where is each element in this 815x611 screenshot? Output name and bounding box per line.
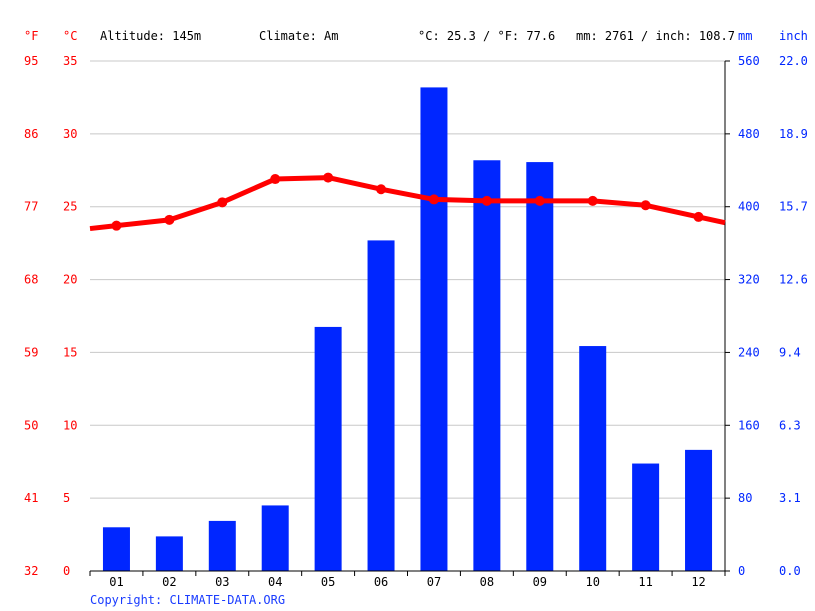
x-tick-label: 05: [321, 575, 335, 589]
temperature-line-path: [89, 175, 726, 232]
celsius-tick-label: 0: [63, 564, 70, 578]
inch-tick-label: 0.0: [779, 564, 801, 578]
inch-tick-label: 9.4: [779, 345, 801, 359]
x-tick-label: 08: [480, 575, 494, 589]
mm-unit-label: mm: [738, 29, 752, 43]
mm-tick-label: 80: [738, 491, 752, 505]
inch-tick-label: 22.0: [779, 54, 808, 68]
celsius-tick-label: 15: [63, 345, 77, 359]
temperature-line: [89, 172, 726, 232]
temperature-point: [376, 184, 387, 195]
x-tick-label: 12: [691, 575, 705, 589]
precipitation-bar: [685, 449, 713, 571]
mm-tick-label: 0: [738, 564, 745, 578]
inch-tick-label: 18.9: [779, 127, 808, 141]
grid-lines: [90, 60, 725, 499]
precipitation-bar: [314, 326, 342, 571]
mm-tick-label: 320: [738, 273, 760, 287]
inch-tick-label: 12.6: [779, 273, 808, 287]
temperature-point: [217, 197, 228, 208]
inch-axis: 22.0 18.9 15.7 12.6 9.4 6.3 3.1 0.0: [779, 54, 808, 578]
precipitation-bar: [208, 520, 236, 571]
precipitation-bar: [579, 346, 607, 571]
precipitation-bar: [155, 536, 183, 571]
temperature-point: [270, 174, 281, 185]
precipitation-bar: [473, 160, 501, 571]
fahrenheit-tick-label: 41: [24, 491, 38, 505]
copyright-label: Copyright: CLIMATE-DATA.ORG: [90, 593, 285, 607]
fahrenheit-axis: 95 86 77 68 59 50 41 32: [24, 54, 38, 578]
celsius-tick-label: 10: [63, 418, 77, 432]
x-tick-label: 02: [162, 575, 176, 589]
mm-tick-label: 240: [738, 345, 760, 359]
x-tick-label: 03: [215, 575, 229, 589]
fahrenheit-tick-label: 68: [24, 273, 38, 287]
temperature-point: [481, 195, 492, 206]
total-precipitation-label: mm: 2761 / inch: 108.7: [576, 29, 735, 43]
fahrenheit-tick-label: 86: [24, 127, 38, 141]
x-tick-label: 06: [374, 575, 388, 589]
inch-tick-label: 3.1: [779, 491, 801, 505]
celsius-axis: 35 30 25 20 15 10 5 0: [63, 54, 77, 578]
celsius-tick-label: 35: [63, 54, 77, 68]
temperature-point: [164, 214, 175, 225]
precipitation-bar: [261, 505, 289, 571]
x-axis: 01 02 03 04 05 06 07 08 09 10 11 12: [89, 61, 726, 589]
temperature-point: [693, 211, 704, 222]
temperature-point: [323, 172, 334, 183]
x-tick-label: 09: [533, 575, 547, 589]
fahrenheit-tick-label: 59: [24, 345, 38, 359]
celsius-tick-label: 25: [63, 200, 77, 214]
x-tick-label: 01: [109, 575, 123, 589]
x-tick-label: 07: [427, 575, 441, 589]
climate-label: Climate: Am: [259, 29, 338, 43]
mm-tick-label: 160: [738, 418, 760, 432]
fahrenheit-tick-label: 32: [24, 564, 38, 578]
mm-axis: 560 480 400 320 240 160 80 0: [725, 54, 760, 578]
inch-tick-label: 15.7: [779, 200, 808, 214]
temperature-point: [587, 195, 598, 206]
mm-tick-label: 400: [738, 200, 760, 214]
fahrenheit-tick-label: 50: [24, 418, 38, 432]
mm-tick-label: 480: [738, 127, 760, 141]
temperature-point: [640, 200, 651, 211]
celsius-tick-label: 5: [63, 491, 70, 505]
temperature-point: [111, 220, 122, 231]
inch-unit-label: inch: [779, 29, 808, 43]
precipitation-bar: [632, 463, 660, 571]
temperature-point: [428, 194, 439, 205]
precipitation-bar: [102, 527, 130, 571]
altitude-label: Altitude: 145m: [100, 29, 201, 43]
temperature-point: [534, 195, 545, 206]
x-tick-label: 04: [268, 575, 282, 589]
x-tick-label: 11: [638, 575, 652, 589]
celsius-tick-label: 30: [63, 127, 77, 141]
celsius-unit-label: °C: [63, 29, 77, 43]
fahrenheit-unit-label: °F: [24, 29, 38, 43]
average-temperature-label: °C: 25.3 / °F: 77.6: [418, 29, 555, 43]
mm-tick-label: 560: [738, 54, 760, 68]
x-tick-label: 10: [585, 575, 599, 589]
precipitation-bar: [420, 87, 448, 572]
precipitation-bar: [367, 240, 395, 572]
celsius-tick-label: 20: [63, 273, 77, 287]
fahrenheit-tick-label: 95: [24, 54, 38, 68]
fahrenheit-tick-label: 77: [24, 200, 38, 214]
precipitation-bars: [102, 87, 713, 572]
precipitation-bar: [526, 162, 554, 571]
inch-tick-label: 6.3: [779, 418, 801, 432]
